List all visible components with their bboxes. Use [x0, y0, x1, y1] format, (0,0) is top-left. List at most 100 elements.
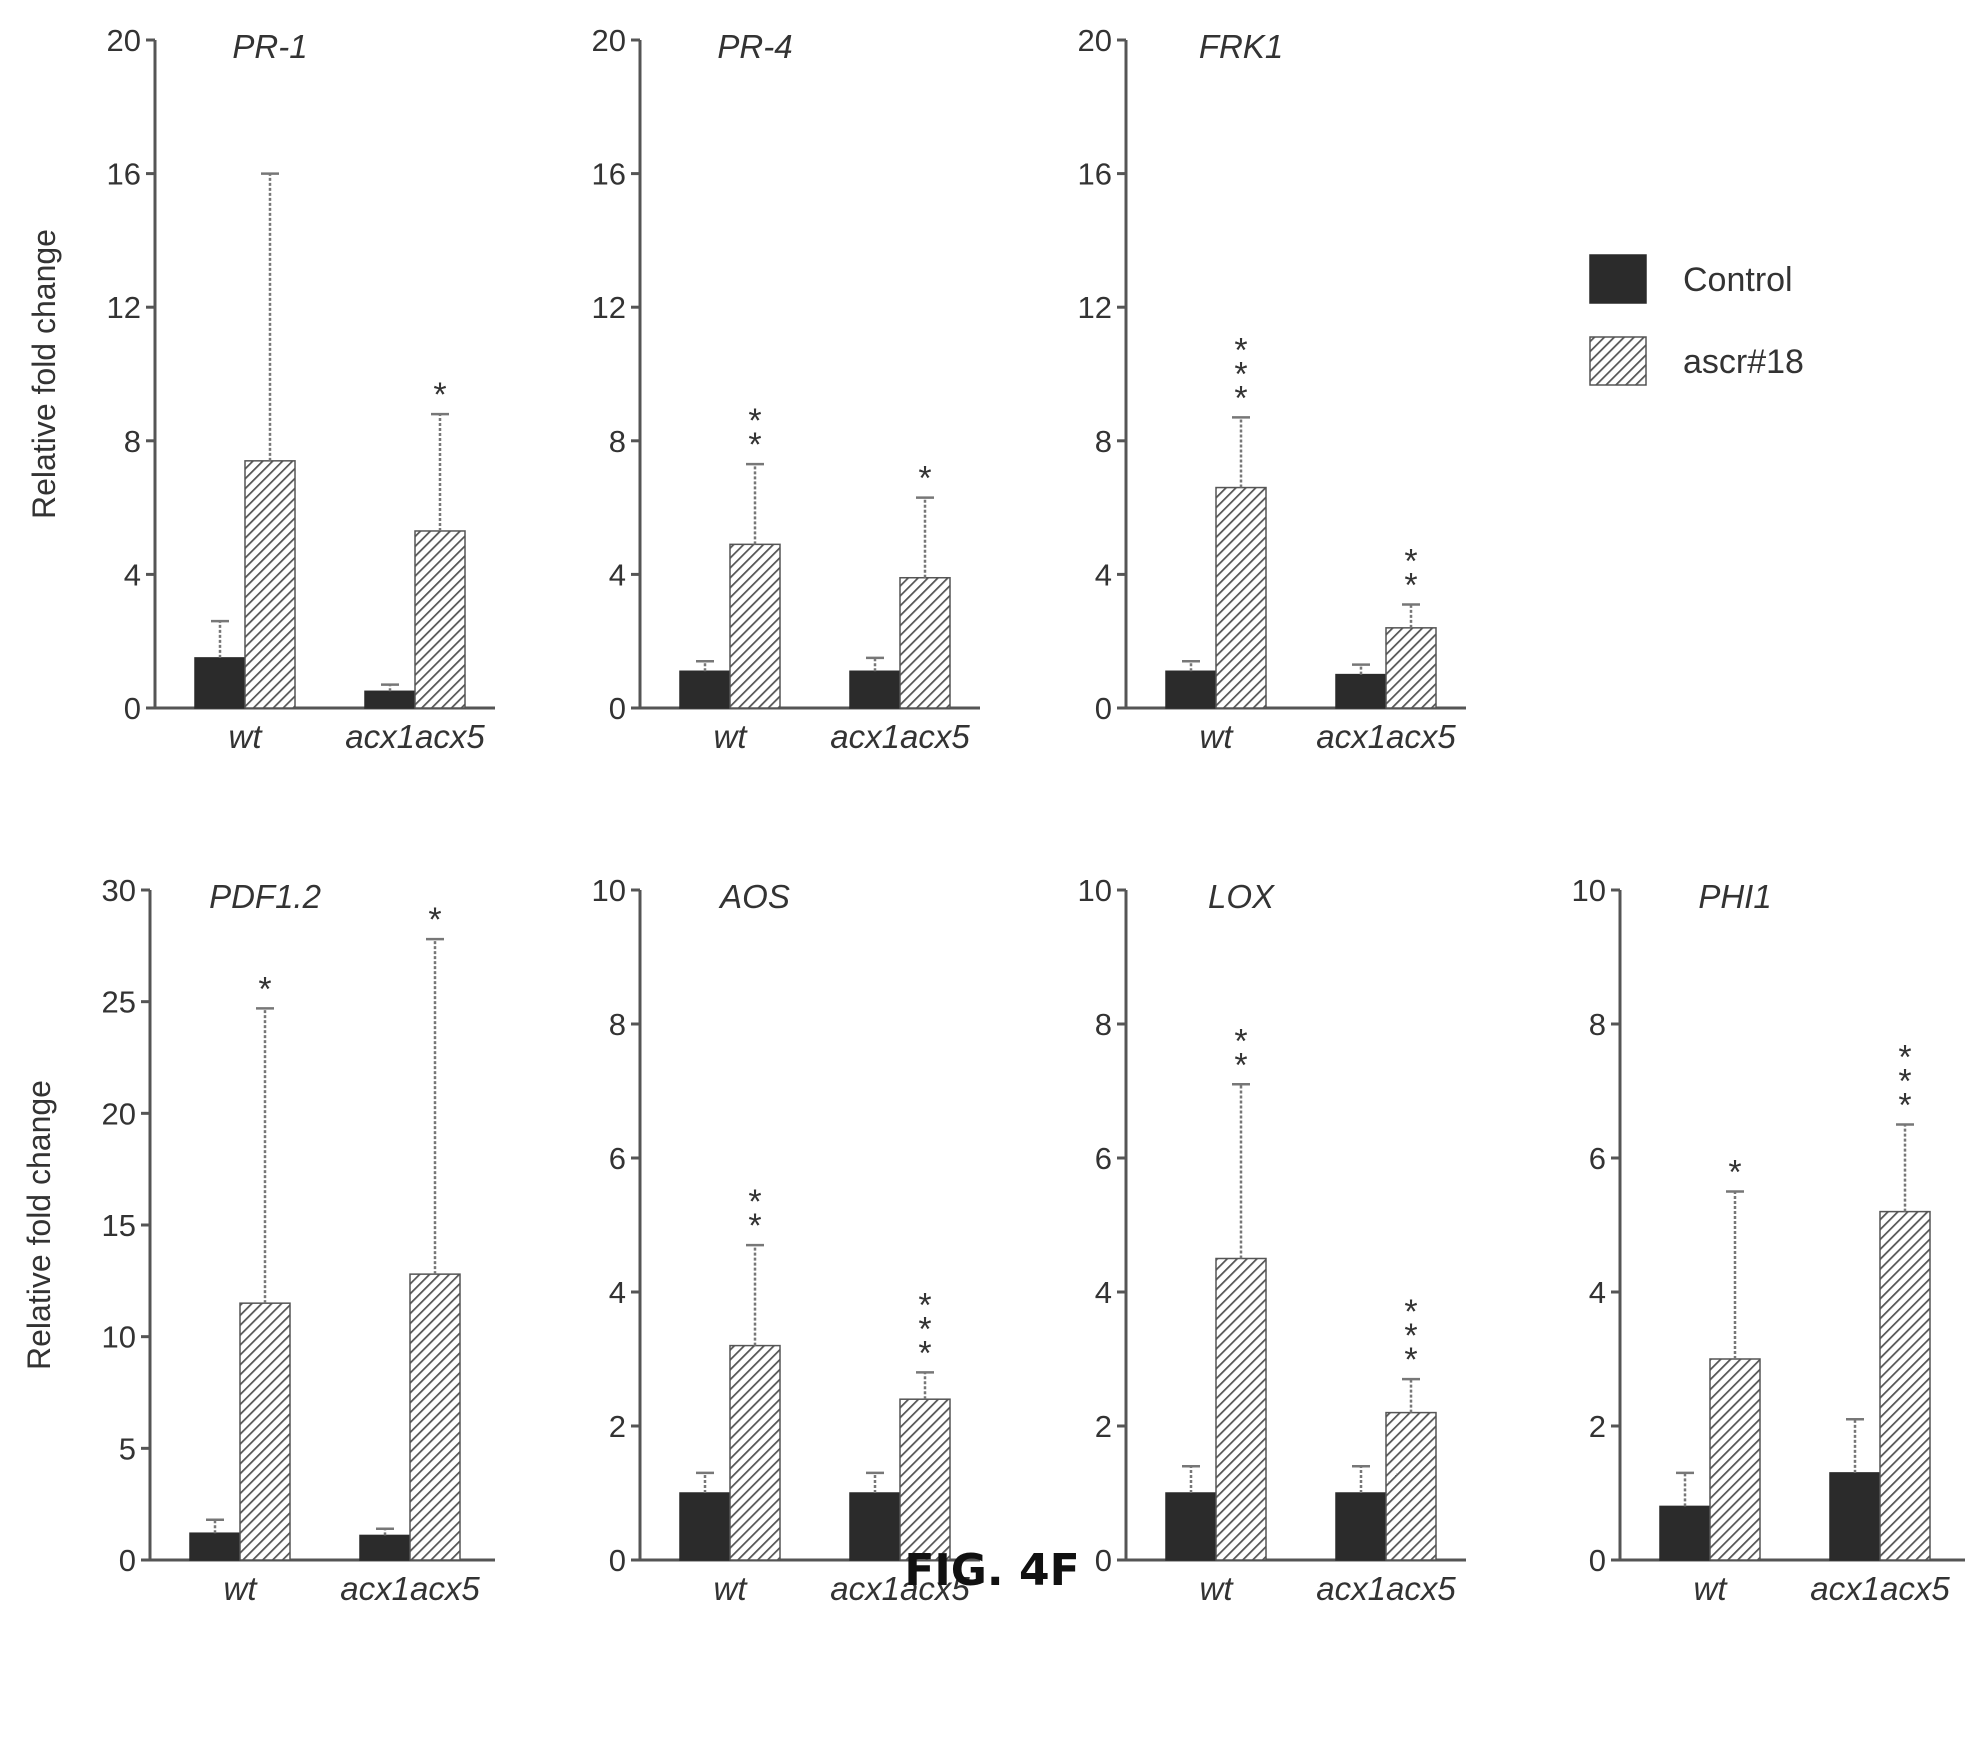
- significance-star: *: [918, 1334, 931, 1372]
- y-tick-label: 2: [1589, 1409, 1606, 1444]
- x-tick-label: wt: [714, 1570, 749, 1607]
- x-tick-label: acx1acx5: [1810, 1570, 1950, 1607]
- significance-star: *: [918, 460, 931, 498]
- y-axis-label: Relative fold change: [26, 229, 62, 519]
- x-tick-label: wt: [1200, 1570, 1235, 1607]
- y-tick-label: 25: [102, 985, 136, 1020]
- y-tick-label: 12: [1078, 290, 1112, 325]
- chart-title: LOX: [1208, 878, 1276, 915]
- y-tick-label: 10: [1078, 873, 1112, 908]
- y-tick-label: 8: [609, 424, 626, 459]
- significance-star: *: [1234, 331, 1247, 369]
- bar-ascr18: [1709, 1358, 1761, 1561]
- significance-star: *: [748, 426, 761, 464]
- chart-panel-pdf1-2: 0 5 10 15 20 25 30 PDF1.2 Relative fold change * w…: [21, 873, 495, 1607]
- legend-label: ascr#18: [1683, 343, 1804, 381]
- significance-star: *: [1728, 1154, 1741, 1192]
- bar-ascr18: [729, 1344, 781, 1561]
- bar-ascr18: [414, 530, 466, 709]
- y-tick-label: 0: [119, 1543, 136, 1578]
- bar-control: [849, 670, 901, 709]
- significance-star: *: [748, 1207, 761, 1245]
- x-tick-label: wt: [229, 718, 264, 755]
- y-tick-label: 4: [609, 1275, 626, 1310]
- y-tick-label: 5: [119, 1431, 136, 1466]
- y-tick-label: 20: [102, 1096, 136, 1131]
- y-tick-label: 16: [107, 157, 141, 192]
- x-tick-label: acx1acx5: [1316, 718, 1456, 755]
- significance-star: *: [1404, 1293, 1417, 1331]
- bar-ascr18: [244, 460, 296, 709]
- significance-star: *: [748, 1183, 761, 1221]
- y-tick-label: 10: [1572, 873, 1606, 908]
- bar-ascr18: [1215, 486, 1267, 709]
- bar-ascr18: [1385, 1411, 1437, 1561]
- y-tick-label: 0: [1095, 1543, 1112, 1578]
- y-tick-label: 6: [609, 1141, 626, 1176]
- bar-ascr18: [1879, 1210, 1931, 1561]
- significance-star: *: [258, 970, 271, 1008]
- significance-star: *: [1898, 1087, 1911, 1125]
- chart-title: AOS: [718, 878, 790, 915]
- bar-control: [364, 690, 416, 709]
- y-tick-label: 0: [1589, 1543, 1606, 1578]
- chart-title: PHI1: [1698, 878, 1771, 915]
- significance-star: *: [918, 1310, 931, 1348]
- y-tick-label: 10: [102, 1320, 136, 1355]
- x-tick-label: acx1acx5: [345, 718, 485, 755]
- bar-ascr18: [899, 576, 951, 709]
- y-tick-label: 30: [102, 873, 136, 908]
- x-tick-label: wt: [714, 718, 749, 755]
- legend-swatch-control: [1589, 254, 1647, 304]
- bar-ascr18: [899, 1398, 951, 1561]
- chart-title: PR-4: [717, 28, 792, 65]
- y-tick-label: 20: [1078, 23, 1112, 58]
- y-tick-label: 4: [124, 557, 141, 592]
- y-tick-label: 0: [609, 691, 626, 726]
- x-tick-label: acx1acx5: [830, 1570, 970, 1607]
- y-tick-label: 4: [1589, 1275, 1606, 1310]
- significance-star: *: [1898, 1039, 1911, 1077]
- significance-star: *: [918, 1286, 931, 1324]
- y-tick-label: 4: [609, 557, 626, 592]
- y-tick-label: 16: [1078, 157, 1112, 192]
- x-tick-label: acx1acx5: [340, 1570, 480, 1607]
- y-tick-label: 0: [1095, 691, 1112, 726]
- y-tick-label: 16: [592, 157, 626, 192]
- significance-star: *: [1234, 355, 1247, 393]
- bar-control: [679, 670, 731, 709]
- figure-caption: FIG. 4F: [904, 1545, 1080, 1596]
- y-tick-label: 4: [1095, 1275, 1112, 1310]
- chart-panel-pr-1: 0 4 8 12 16 20 PR-1 Relative fold change wt * acx1…: [26, 23, 495, 755]
- significance-star: *: [1404, 542, 1417, 580]
- significance-star: *: [1234, 1022, 1247, 1060]
- bar-ascr18: [1385, 627, 1437, 709]
- y-tick-label: 20: [592, 23, 626, 58]
- y-tick-label: 2: [609, 1409, 626, 1444]
- x-tick-label: acx1acx5: [1316, 1570, 1456, 1607]
- y-tick-label: 4: [1095, 557, 1112, 592]
- y-tick-label: 12: [592, 290, 626, 325]
- bar-ascr18: [1215, 1257, 1267, 1561]
- bar-ascr18: [239, 1302, 291, 1561]
- legend-label: Control: [1683, 261, 1793, 299]
- x-tick-label: acx1acx5: [830, 718, 970, 755]
- bar-control: [194, 657, 246, 709]
- chart-title: PDF1.2: [209, 878, 321, 915]
- significance-star: *: [748, 402, 761, 440]
- chart-title: PR-1: [232, 28, 307, 65]
- chart-title: FRK1: [1199, 28, 1283, 65]
- y-tick-label: 0: [124, 691, 141, 726]
- bar-control: [359, 1534, 411, 1561]
- y-tick-label: 20: [107, 23, 141, 58]
- significance-star: *: [433, 376, 446, 414]
- y-tick-label: 8: [124, 424, 141, 459]
- x-tick-label: wt: [224, 1570, 259, 1607]
- y-axis-label: Relative fold change: [21, 1080, 57, 1370]
